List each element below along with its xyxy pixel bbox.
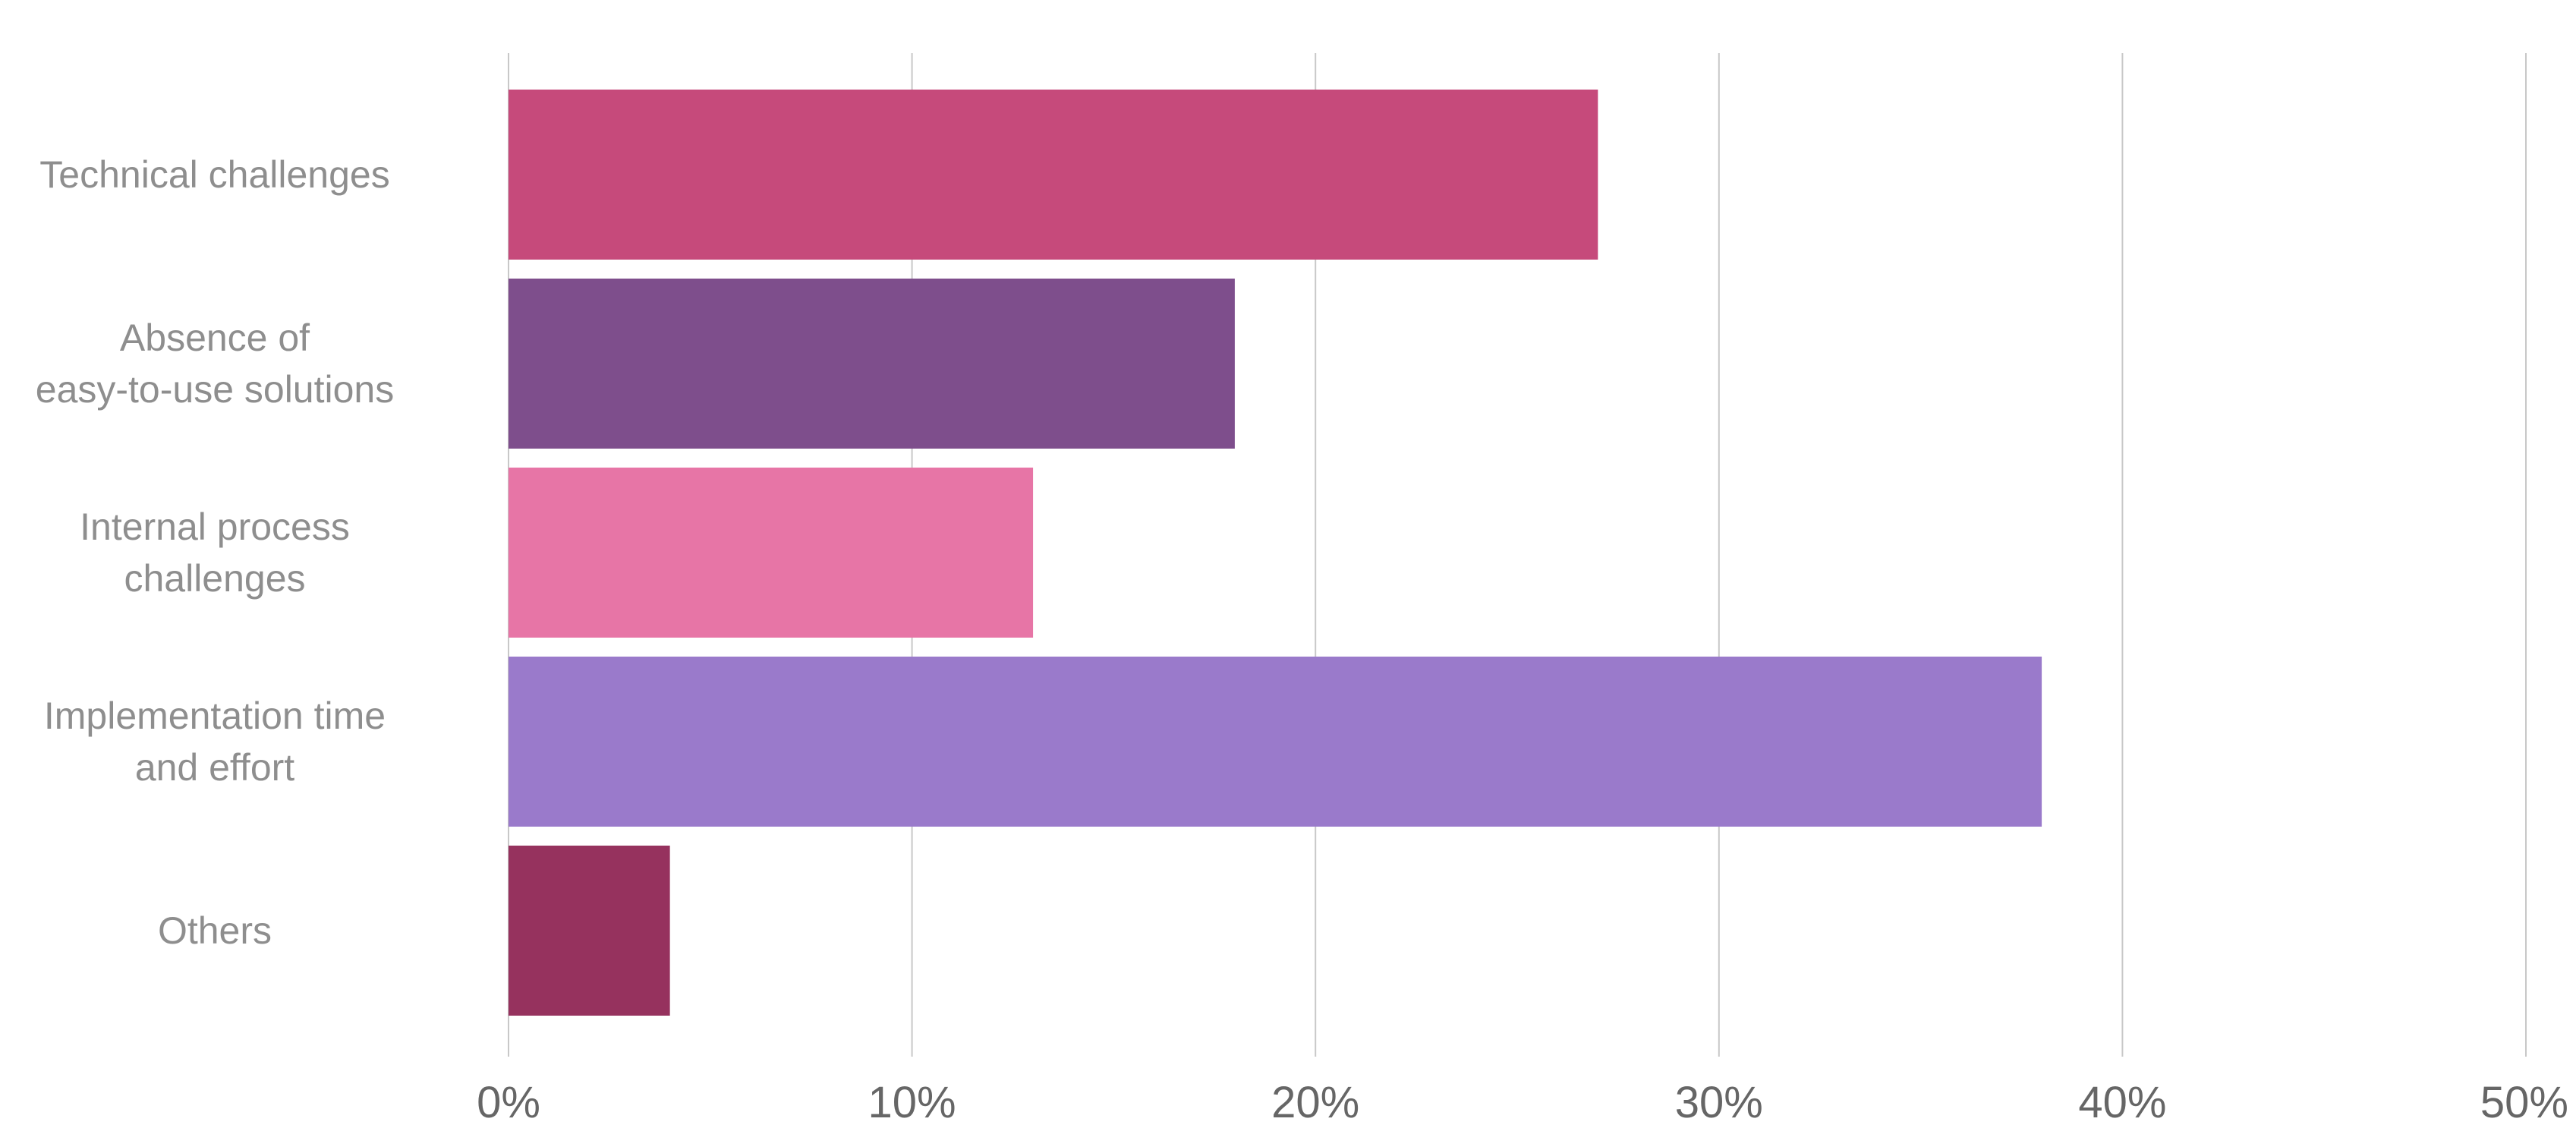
- bar: [509, 657, 2042, 827]
- x-axis-tick-labels: 0% 10% 20% 30% 40% 50%: [477, 1078, 2568, 1127]
- bar: [509, 90, 1598, 260]
- category-label: Technical challenges: [39, 153, 389, 196]
- bar: [509, 279, 1235, 449]
- bars: [509, 90, 2042, 1016]
- category-label: Others: [158, 909, 272, 952]
- category-label: Internal process challenges: [80, 506, 350, 600]
- category-labels: Technical challenges Absence of easy-to-us…: [36, 153, 394, 952]
- x-tick-label: 30%: [1675, 1078, 1763, 1127]
- x-tick-label: 40%: [2078, 1078, 2166, 1127]
- x-tick-label: 50%: [2480, 1078, 2568, 1127]
- x-tick-label: 20%: [1271, 1078, 1359, 1127]
- category-label: Implementation time and effort: [44, 695, 386, 789]
- bar: [509, 846, 670, 1016]
- x-tick-label: 10%: [868, 1078, 956, 1127]
- bar: [509, 468, 1034, 638]
- x-tick-label: 0%: [477, 1078, 540, 1127]
- category-label: Absence of easy-to-use solutions: [36, 317, 394, 411]
